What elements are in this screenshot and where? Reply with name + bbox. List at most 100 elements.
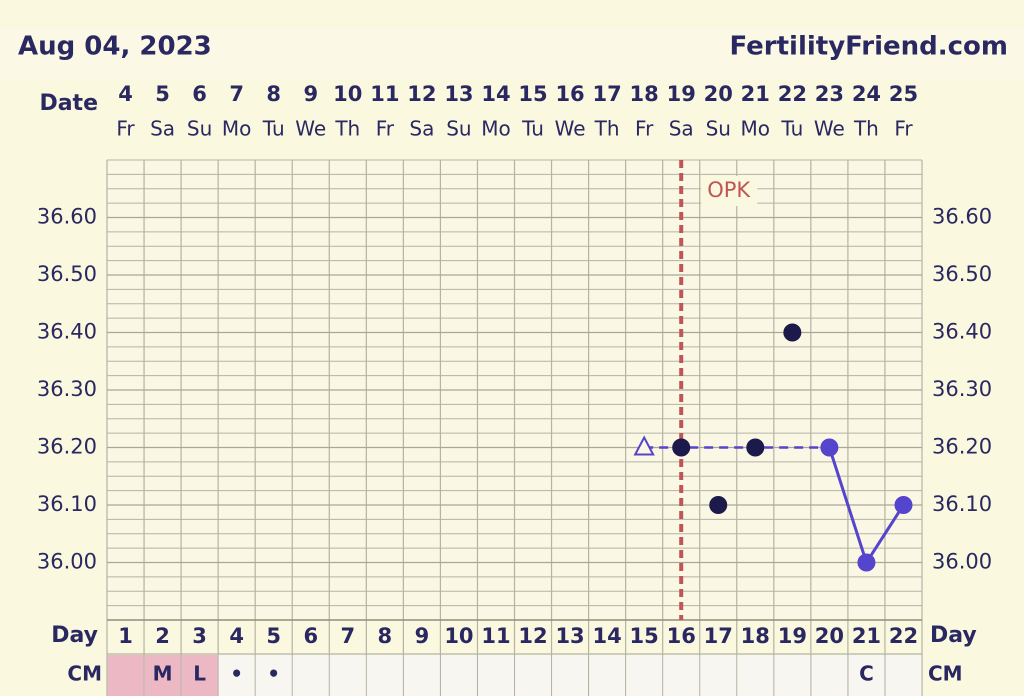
header-band: [0, 28, 1024, 80]
temp-point: [857, 553, 876, 572]
cm-label-right: CM: [928, 662, 963, 686]
day-number: 9: [415, 624, 430, 648]
cm-cell: [663, 655, 700, 696]
y-tick-label-right: 36.40: [932, 320, 992, 344]
date-number: 17: [592, 82, 621, 106]
opk-label-bg: [701, 176, 758, 206]
y-tick-label: 36.30: [37, 377, 97, 401]
date-number: 7: [229, 82, 244, 106]
date-number: 19: [667, 82, 696, 106]
cm-cell: [589, 655, 626, 696]
cm-cell: [737, 655, 774, 696]
cm-cell: [848, 655, 885, 696]
day-number: 2: [155, 624, 170, 648]
day-number: 6: [303, 624, 318, 648]
cm-cell: [403, 655, 440, 696]
cm-cell: [144, 655, 181, 696]
cm-value: M: [153, 662, 173, 686]
day-number: 12: [518, 624, 547, 648]
weekday: Fr: [894, 117, 913, 141]
y-tick-label: 36.60: [37, 205, 97, 229]
weekday: Fr: [376, 117, 395, 141]
cm-value: •: [267, 662, 280, 686]
temp-point: [672, 438, 691, 457]
date-number: 20: [704, 82, 733, 106]
y-tick-label: 36.10: [37, 492, 97, 516]
date-number: 18: [630, 82, 659, 106]
temp-point: [820, 438, 839, 457]
day-number: 20: [815, 624, 844, 648]
y-tick-label-right: 36.30: [932, 377, 992, 401]
date-number: 25: [889, 82, 918, 106]
weekday: Sa: [409, 117, 434, 141]
temp-point: [709, 496, 728, 514]
day-number: 16: [667, 624, 696, 648]
day-number: 5: [266, 624, 281, 648]
day-number: 17: [704, 624, 733, 648]
y-tick-label: 36.20: [37, 435, 97, 459]
cm-cell: [515, 655, 551, 696]
day-number: 22: [889, 624, 918, 648]
day-number: 14: [592, 624, 621, 648]
cm-cell: [552, 655, 588, 696]
day-number: 10: [444, 624, 473, 648]
day-number: 11: [481, 624, 510, 648]
day-label-right: Day: [930, 623, 977, 648]
date-number: 23: [815, 82, 844, 106]
date-number: 5: [155, 82, 170, 106]
y-tick-label: 36.40: [37, 320, 97, 344]
weekday: We: [555, 117, 586, 141]
weekday: Mo: [741, 117, 771, 141]
date-number: 13: [444, 82, 473, 106]
date-number: 15: [518, 82, 547, 106]
weekday: Mo: [481, 117, 511, 141]
day-number: 21: [852, 624, 881, 648]
cm-cell: [255, 655, 292, 696]
weekday: Su: [706, 117, 731, 141]
cm-value: L: [193, 662, 206, 686]
day-number: 1: [118, 624, 133, 648]
cm-cell: [107, 655, 144, 696]
weekday: Th: [853, 117, 879, 141]
cm-value: •: [230, 662, 243, 686]
cm-cell: [441, 655, 477, 696]
weekday: Fr: [635, 117, 654, 141]
cm-cell: [292, 655, 329, 696]
date-number: 4: [118, 82, 133, 106]
y-tick-label-right: 36.00: [932, 550, 992, 574]
temp-point: [783, 323, 802, 342]
day-number: 4: [229, 624, 244, 648]
cm-cell: [885, 655, 922, 696]
day-number: 3: [192, 624, 207, 648]
cm-value: C: [859, 662, 874, 686]
weekday: Th: [594, 117, 620, 141]
weekday: Sa: [150, 117, 175, 141]
day-number: 8: [378, 624, 393, 648]
date-number: 14: [481, 82, 510, 106]
date-number: 12: [407, 82, 436, 106]
date-number: 21: [741, 82, 770, 106]
weekday: Tu: [780, 117, 803, 141]
opk-label: OPK: [707, 178, 751, 202]
weekday: Tu: [521, 117, 544, 141]
date-number: 6: [192, 82, 207, 106]
date-number: 11: [370, 82, 399, 106]
temp-marker: [633, 435, 655, 456]
y-tick-label-right: 36.20: [932, 435, 992, 459]
date-number: 16: [555, 82, 584, 106]
weekday: We: [814, 117, 845, 141]
cm-cell: [366, 655, 403, 696]
y-tick-label-right: 36.10: [932, 492, 992, 516]
weekday: Mo: [222, 117, 252, 141]
weekday: Tu: [262, 117, 285, 141]
date-number: 9: [303, 82, 318, 106]
weekday: Su: [187, 117, 212, 141]
chart-title: Aug 04, 2023: [18, 32, 212, 62]
weekday: Su: [446, 117, 471, 141]
cm-cell: [626, 655, 663, 696]
date-label: Date: [39, 91, 98, 116]
day-number: 13: [555, 624, 584, 648]
cm-cell: [181, 655, 218, 696]
cm-cell: [700, 655, 737, 696]
